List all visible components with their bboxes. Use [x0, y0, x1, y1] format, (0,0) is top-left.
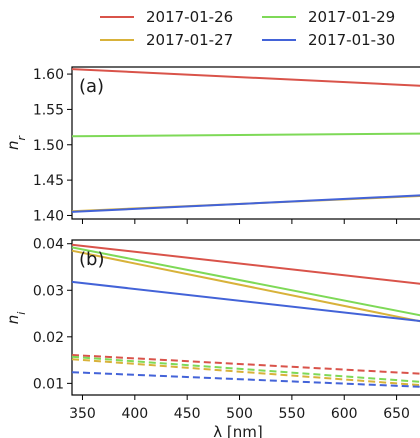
panel-b-series — [71, 243, 420, 388]
legend-label: 2017-01-26 — [146, 8, 233, 26]
panel-b: 0.01 0.02 0.03 0.04 (b) ni — [4, 237, 420, 396]
x-tick-label: 400 — [121, 406, 148, 422]
series-line-2017-01-26 — [71, 68, 420, 87]
series-line-2017-01-30 — [71, 280, 420, 323]
legend-entry: 2017-01-30 — [262, 31, 395, 49]
panel-b-frame — [71, 239, 420, 396]
legend-entry: 2017-01-27 — [100, 31, 233, 49]
series-line-2017-01-26-dashed — [71, 354, 420, 375]
x-tick-label: 500 — [226, 406, 253, 422]
y-tick-label: 1.50 — [33, 138, 64, 154]
series-line-2017-01-30-dashed — [71, 371, 420, 388]
x-tick-label: 450 — [174, 406, 201, 422]
y-tick-label: 1.60 — [33, 67, 64, 83]
panel-a-series — [71, 68, 420, 213]
legend: 2017-01-26 2017-01-27 2017-01-29 2017-01… — [100, 8, 395, 49]
y-tick-label: 1.45 — [33, 173, 64, 189]
series-line-2017-01-29 — [71, 132, 420, 138]
y-tick-label: 0.03 — [33, 283, 64, 299]
panel-a-yticks: 1.40 1.45 1.50 1.55 1.60 — [33, 67, 72, 224]
series-line-2017-01-27-dashed — [71, 358, 420, 387]
panel-b-ylabel: ni — [4, 312, 28, 325]
x-axis: 350 400 450 500 550 600 650 — [69, 219, 410, 422]
panel-a-ylabel: nr — [4, 135, 28, 151]
y-tick-label: 0.04 — [33, 237, 64, 253]
legend-label: 2017-01-30 — [308, 31, 395, 49]
panel-a-label: (a) — [79, 76, 104, 97]
y-tick-label: 0.02 — [33, 330, 64, 346]
y-tick-label: 1.40 — [33, 208, 64, 224]
x-tick-label: 550 — [279, 406, 306, 422]
panel-a-frame — [71, 66, 420, 220]
x-axis-label: λ [nm] — [213, 423, 262, 438]
series-line-2017-01-30 — [71, 194, 420, 213]
legend-label: 2017-01-29 — [308, 8, 395, 26]
panel-b-yticks: 0.01 0.02 0.03 0.04 — [33, 237, 72, 392]
panel-b-label: (b) — [79, 249, 104, 270]
legend-label: 2017-01-27 — [146, 31, 233, 49]
legend-entry: 2017-01-29 — [262, 8, 395, 26]
series-line-2017-01-29 — [71, 246, 420, 317]
panel-a: 1.40 1.45 1.50 1.55 1.60 (a) nr — [4, 66, 420, 224]
x-tick-label: 350 — [69, 406, 96, 422]
x-tick-label: 600 — [331, 406, 358, 422]
x-tick-label: 650 — [383, 406, 410, 422]
series-line-2017-01-26 — [71, 243, 420, 285]
series-line-2017-01-29-dashed — [71, 355, 420, 383]
legend-entry: 2017-01-26 — [100, 8, 233, 26]
series-line-2017-01-27 — [71, 249, 420, 323]
y-tick-label: 1.55 — [33, 102, 64, 118]
y-tick-label: 0.01 — [33, 376, 64, 392]
